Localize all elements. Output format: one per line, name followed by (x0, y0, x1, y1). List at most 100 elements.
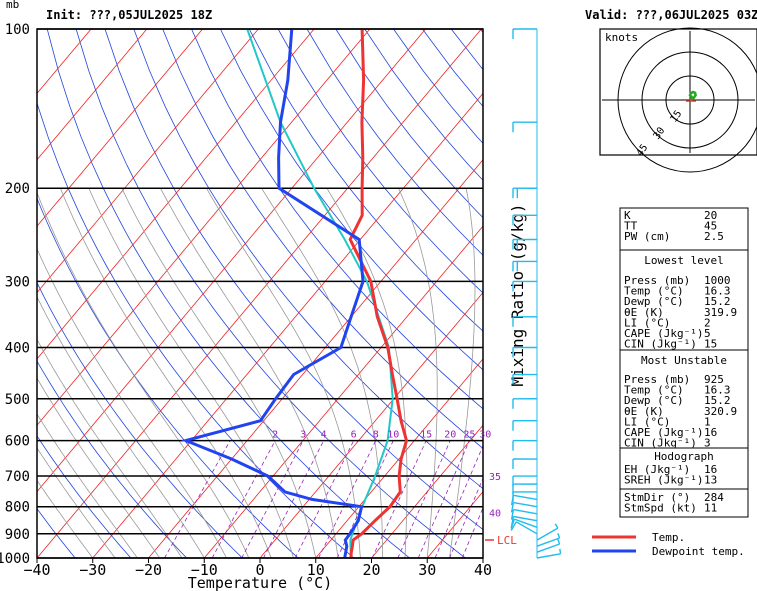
index-label: LI (°C) (624, 316, 670, 329)
wind-barb-flag (557, 533, 561, 539)
wind-barb (512, 398, 538, 409)
mixing-ratio-line (211, 440, 276, 558)
pressure-label: 700 (5, 469, 30, 485)
mixing-ratio-line (449, 477, 483, 558)
isotherm-line (37, 29, 315, 360)
index-label: PW (cm) (624, 230, 670, 243)
mixing-ratio-label: 35 (489, 472, 501, 483)
wind-barb-flag (554, 523, 559, 529)
index-value: 284 (704, 491, 724, 504)
index-value: 16 (704, 463, 717, 476)
pressure-label: 400 (5, 340, 30, 356)
x-tick-label: −30 (79, 561, 106, 579)
mixing-ratio-line (397, 440, 451, 558)
wind-barb-staff (536, 553, 561, 559)
index-label: CIN (Jkg⁻¹) (624, 338, 697, 351)
dry-adiabat-line (248, 29, 483, 332)
temperature-line (348, 29, 409, 558)
isotherm-line (37, 29, 259, 294)
index-label: Press (mb) (624, 373, 690, 386)
index-value: 15 (704, 338, 717, 351)
index-value: 20 (704, 209, 717, 222)
x-tick-label: −10 (191, 561, 218, 579)
index-value: 3 (704, 437, 711, 450)
index-label: Dewp (°C) (624, 394, 684, 407)
valid-label: Valid: ???,06JUL2025 03Z (585, 8, 757, 22)
mixing-ratio-line (318, 440, 377, 558)
mixing-ratio-label: 3 (300, 430, 306, 441)
unit-label: mb (6, 0, 19, 11)
wind-barb (510, 508, 538, 520)
wind-barb-staff (515, 521, 538, 535)
index-value: 15.2 (704, 394, 731, 407)
mixing-ratio-lines (164, 440, 483, 558)
wind-barb-staff (536, 537, 560, 547)
dry-adiabat-line (37, 101, 355, 558)
mixing-ratio-line (241, 440, 304, 558)
isotherm-line (203, 225, 483, 558)
wind-barb (512, 187, 538, 199)
wind-barb (512, 214, 538, 226)
index-value: 319.9 (704, 306, 737, 319)
pressure-axis: 1000 900 800 700 600 500 400 300 200 100 (0, 22, 30, 567)
wind-barb-staff (514, 518, 538, 528)
hodograph-frame (599, 28, 757, 156)
index-label: CAPE (Jkg⁻¹) (624, 426, 703, 439)
wind-barb (512, 260, 538, 272)
index-label: SREH (Jkg⁻¹) (624, 474, 703, 487)
moist-adiabat-line (121, 188, 317, 558)
index-value: 16 (704, 426, 717, 439)
legend: Temp.Dewpoint temp. (592, 531, 745, 558)
isotherm-line (37, 29, 203, 227)
lcl-label: LCL (497, 534, 517, 547)
x-tick-label: 0 (255, 561, 264, 579)
wind-barb (512, 475, 538, 487)
dry-adiabat-line (37, 508, 76, 558)
wind-barb (536, 523, 559, 541)
index-box-lowest (619, 249, 749, 351)
moist-adiabat-line (37, 296, 205, 558)
wind-barb (510, 521, 538, 535)
dry-adiabat-line (104, 29, 483, 531)
mixing-ratio-axis-title: Mixing Ratio (g/kg) (508, 203, 527, 386)
moist-adiabats (37, 187, 476, 558)
wind-barb (512, 316, 538, 327)
index-box-hodograph (619, 447, 749, 490)
index-value: 15.2 (704, 295, 731, 308)
moist-adiabat-line (160, 188, 339, 558)
wind-barb (512, 238, 538, 250)
isotherm-line (37, 29, 371, 426)
dry-adiabat-line (37, 435, 132, 558)
index-label: StmDir (°) (624, 491, 690, 504)
index-value: 16.3 (704, 384, 731, 397)
moist-adiabat-line (60, 188, 272, 558)
index-value: 45 (704, 220, 717, 233)
moist-adiabat-line (37, 479, 94, 558)
wind-barb (512, 373, 538, 385)
dry-adiabat-line (46, 29, 410, 558)
isotherm-line (259, 291, 483, 558)
wind-barb (512, 346, 538, 358)
wind-barb-staff (513, 508, 538, 515)
mixing-ratio-label: 30 (479, 430, 491, 441)
wind-barb (510, 501, 538, 513)
isotherm-line (92, 92, 483, 558)
lcl-marker: LCL (485, 534, 517, 547)
isotherm-line (37, 29, 148, 161)
hodograph-ring (641, 51, 739, 149)
mixing-ratio-label: 10 (387, 430, 399, 441)
wind-barb-staff (536, 527, 559, 541)
pressure-label: 300 (5, 274, 30, 290)
pressure-label: 500 (5, 392, 30, 408)
pressure-label: 1000 (0, 551, 30, 567)
dry-adiabat-line (306, 29, 483, 256)
dry-adiabat-line (37, 360, 187, 558)
hodograph-trace-line (688, 90, 697, 102)
pressure-label: 100 (5, 22, 30, 38)
isotherm-line (315, 358, 483, 558)
index-label: CAPE (Jkg⁻¹) (624, 327, 703, 340)
mixing-ratio-line (461, 506, 483, 558)
wind-barb-flag (510, 521, 517, 531)
index-label: Dewp (°C) (624, 295, 684, 308)
index-value: 13 (704, 474, 717, 487)
